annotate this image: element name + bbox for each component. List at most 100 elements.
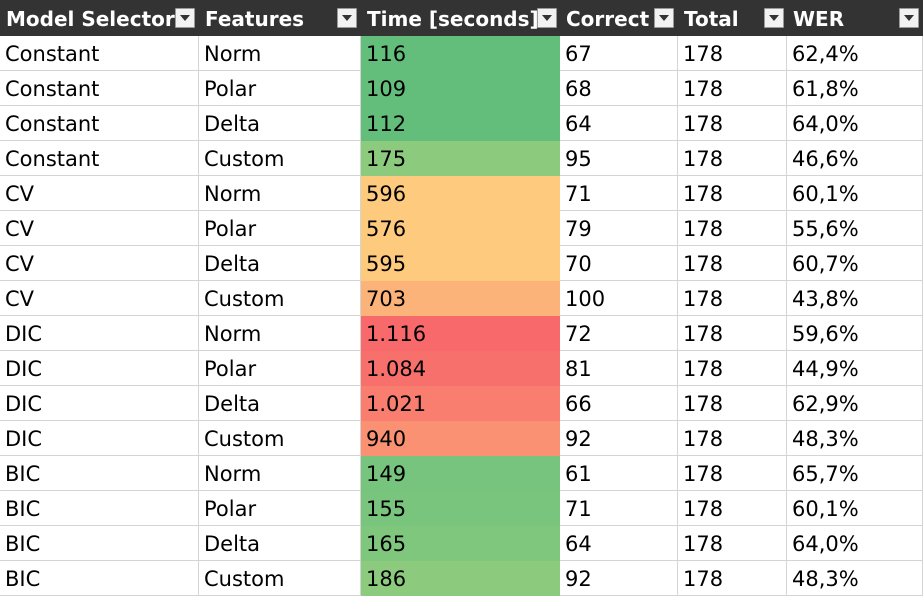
cell-total[interactable]: 178 <box>678 71 787 106</box>
cell-time[interactable]: 116 <box>361 36 560 71</box>
cell-time[interactable]: 1.116 <box>361 316 560 351</box>
cell-correct[interactable]: 71 <box>560 491 678 526</box>
cell-wer[interactable]: 64,0% <box>787 526 923 561</box>
cell-total[interactable]: 178 <box>678 316 787 351</box>
cell-total[interactable]: 178 <box>678 491 787 526</box>
cell-model[interactable]: DIC <box>0 316 199 351</box>
cell-correct[interactable]: 64 <box>560 106 678 141</box>
cell-correct[interactable]: 68 <box>560 71 678 106</box>
cell-model[interactable]: CV <box>0 176 199 211</box>
cell-wer[interactable]: 60,1% <box>787 176 923 211</box>
cell-features[interactable]: Norm <box>199 176 361 211</box>
cell-model[interactable]: DIC <box>0 351 199 386</box>
cell-model[interactable]: DIC <box>0 386 199 421</box>
cell-wer[interactable]: 46,6% <box>787 141 923 176</box>
cell-wer[interactable]: 43,8% <box>787 281 923 316</box>
cell-time[interactable]: 155 <box>361 491 560 526</box>
cell-model[interactable]: CV <box>0 281 199 316</box>
cell-time[interactable]: 703 <box>361 281 560 316</box>
column-header-model[interactable]: Model Selector <box>6 7 175 31</box>
cell-features[interactable]: Norm <box>199 456 361 491</box>
cell-time[interactable]: 165 <box>361 526 560 561</box>
cell-model[interactable]: CV <box>0 211 199 246</box>
cell-total[interactable]: 178 <box>678 351 787 386</box>
column-header-wer[interactable]: WER <box>793 7 845 31</box>
cell-time[interactable]: 186 <box>361 561 560 596</box>
cell-correct[interactable]: 79 <box>560 211 678 246</box>
cell-total[interactable]: 178 <box>678 246 787 281</box>
filter-button-features[interactable] <box>337 8 357 28</box>
cell-features[interactable]: Delta <box>199 246 361 281</box>
cell-correct[interactable]: 72 <box>560 316 678 351</box>
cell-time[interactable]: 175 <box>361 141 560 176</box>
cell-time[interactable]: 109 <box>361 71 560 106</box>
cell-correct[interactable]: 61 <box>560 456 678 491</box>
filter-button-time[interactable] <box>537 8 557 28</box>
cell-time[interactable]: 596 <box>361 176 560 211</box>
cell-features[interactable]: Delta <box>199 526 361 561</box>
cell-features[interactable]: Polar <box>199 211 361 246</box>
cell-time[interactable]: 940 <box>361 421 560 456</box>
cell-correct[interactable]: 92 <box>560 561 678 596</box>
cell-correct[interactable]: 70 <box>560 246 678 281</box>
cell-wer[interactable]: 48,3% <box>787 421 923 456</box>
cell-model[interactable]: BIC <box>0 456 199 491</box>
cell-features[interactable]: Custom <box>199 141 361 176</box>
cell-features[interactable]: Custom <box>199 281 361 316</box>
cell-model[interactable]: DIC <box>0 421 199 456</box>
filter-button-model[interactable] <box>175 8 195 28</box>
cell-correct[interactable]: 67 <box>560 36 678 71</box>
cell-total[interactable]: 178 <box>678 526 787 561</box>
cell-model[interactable]: BIC <box>0 491 199 526</box>
cell-features[interactable]: Delta <box>199 386 361 421</box>
column-header-features[interactable]: Features <box>205 7 305 31</box>
cell-wer[interactable]: 60,1% <box>787 491 923 526</box>
cell-features[interactable]: Polar <box>199 351 361 386</box>
cell-total[interactable]: 178 <box>678 386 787 421</box>
cell-wer[interactable]: 65,7% <box>787 456 923 491</box>
cell-wer[interactable]: 64,0% <box>787 106 923 141</box>
cell-features[interactable]: Delta <box>199 106 361 141</box>
cell-model[interactable]: Constant <box>0 71 199 106</box>
cell-features[interactable]: Polar <box>199 491 361 526</box>
filter-button-wer[interactable] <box>899 8 919 28</box>
cell-features[interactable]: Polar <box>199 71 361 106</box>
cell-time[interactable]: 1.084 <box>361 351 560 386</box>
cell-correct[interactable]: 100 <box>560 281 678 316</box>
filter-button-total[interactable] <box>764 8 784 28</box>
filter-button-correct[interactable] <box>654 8 674 28</box>
cell-total[interactable]: 178 <box>678 561 787 596</box>
cell-total[interactable]: 178 <box>678 36 787 71</box>
cell-wer[interactable]: 55,6% <box>787 211 923 246</box>
cell-time[interactable]: 112 <box>361 106 560 141</box>
cell-features[interactable]: Custom <box>199 421 361 456</box>
cell-model[interactable]: Constant <box>0 36 199 71</box>
cell-model[interactable]: CV <box>0 246 199 281</box>
column-header-time[interactable]: Time [seconds] <box>367 7 537 31</box>
cell-time[interactable]: 1.021 <box>361 386 560 421</box>
cell-features[interactable]: Norm <box>199 316 361 351</box>
cell-model[interactable]: BIC <box>0 561 199 596</box>
column-header-total[interactable]: Total <box>684 7 739 31</box>
cell-wer[interactable]: 60,7% <box>787 246 923 281</box>
cell-model[interactable]: Constant <box>0 106 199 141</box>
cell-model[interactable]: Constant <box>0 141 199 176</box>
cell-time[interactable]: 576 <box>361 211 560 246</box>
cell-correct[interactable]: 81 <box>560 351 678 386</box>
column-header-correct[interactable]: Correct <box>566 7 650 31</box>
cell-correct[interactable]: 92 <box>560 421 678 456</box>
cell-total[interactable]: 178 <box>678 456 787 491</box>
cell-correct[interactable]: 71 <box>560 176 678 211</box>
cell-wer[interactable]: 62,9% <box>787 386 923 421</box>
cell-time[interactable]: 595 <box>361 246 560 281</box>
cell-wer[interactable]: 48,3% <box>787 561 923 596</box>
cell-features[interactable]: Norm <box>199 36 361 71</box>
cell-total[interactable]: 178 <box>678 211 787 246</box>
cell-total[interactable]: 178 <box>678 176 787 211</box>
cell-correct[interactable]: 95 <box>560 141 678 176</box>
cell-wer[interactable]: 59,6% <box>787 316 923 351</box>
cell-total[interactable]: 178 <box>678 421 787 456</box>
cell-wer[interactable]: 44,9% <box>787 351 923 386</box>
cell-wer[interactable]: 62,4% <box>787 36 923 71</box>
cell-correct[interactable]: 64 <box>560 526 678 561</box>
